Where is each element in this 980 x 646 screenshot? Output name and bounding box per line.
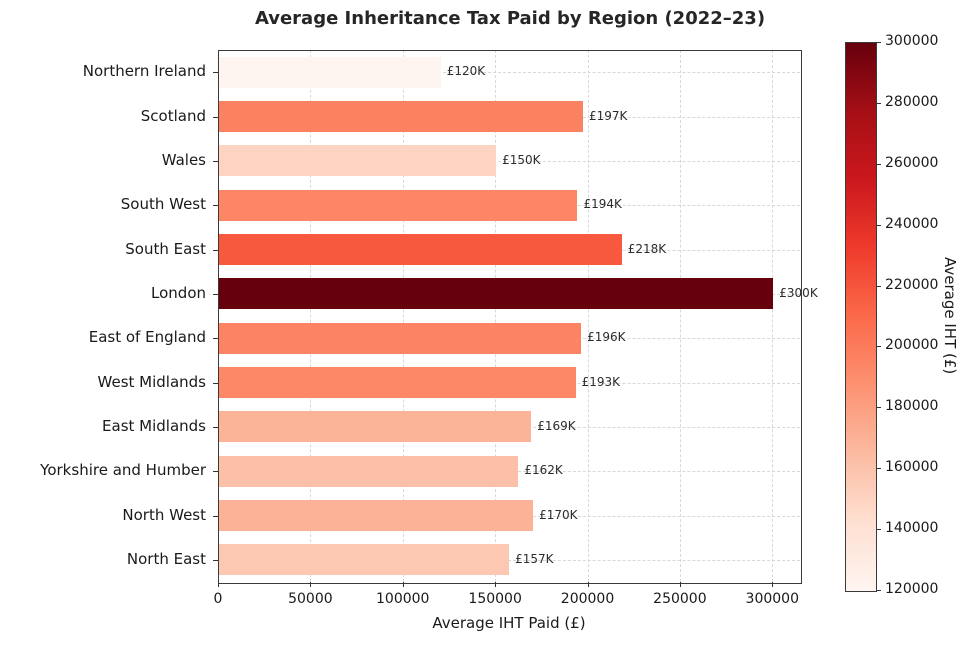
colorbar-tick-mark: [876, 224, 881, 226]
y-tick-mark: [213, 471, 218, 473]
colorbar: [845, 42, 877, 592]
gridline-horizontal: [219, 559, 800, 561]
bar: [219, 411, 532, 443]
y-tick-mark: [213, 160, 218, 162]
gridline-vertical: [310, 50, 312, 582]
bar-value-label: £196K: [587, 330, 626, 345]
x-tick-label: 300000: [745, 591, 799, 607]
y-tick-label: London: [151, 283, 206, 302]
y-tick-label: North East: [126, 549, 206, 568]
y-tick-mark: [213, 293, 218, 295]
bar-value-label: £170K: [539, 507, 578, 522]
colorbar-tick-mark: [876, 285, 881, 287]
x-axis-label: Average IHT Paid (£): [432, 614, 586, 632]
y-tick-mark: [213, 426, 218, 428]
colorbar-tick-label: 280000: [885, 93, 939, 110]
colorbar-tick-mark: [876, 468, 881, 470]
y-tick-label: Yorkshire and Humber: [40, 461, 206, 480]
bar-value-label: £120K: [446, 64, 486, 79]
gridline-horizontal: [219, 160, 800, 162]
colorbar-tick-mark: [876, 407, 881, 409]
bar-value-label: £197K: [588, 108, 628, 123]
y-tick-mark: [213, 338, 218, 340]
colorbar-tick-mark: [876, 42, 881, 43]
x-tick-mark: [495, 582, 497, 587]
gridline-vertical: [495, 50, 497, 582]
colorbar-tick-label: 260000: [885, 154, 939, 171]
bar: [219, 145, 497, 177]
bar-value-label: £162K: [524, 463, 563, 478]
colorbar-tick-mark: [876, 529, 881, 531]
bar-value-label: £193K: [581, 374, 620, 389]
colorbar-tick-mark: [876, 102, 881, 104]
colorbar-tick-label: 300000: [885, 33, 939, 49]
y-tick-label: Northern Ireland: [82, 62, 206, 81]
bar: [219, 322, 582, 354]
bar: [219, 500, 534, 531]
x-tick-mark: [587, 582, 589, 587]
y-tick-mark: [213, 559, 218, 561]
y-tick-label: North West: [122, 505, 206, 524]
bar-value-label: £169K: [537, 418, 576, 433]
gridline-vertical: [679, 50, 681, 582]
colorbar-tick-label: 240000: [885, 215, 939, 232]
gridline-horizontal: [219, 72, 800, 74]
gridline-vertical: [587, 50, 589, 582]
bar: [219, 56, 441, 88]
x-tick-mark: [218, 582, 219, 587]
bar-value-label: £194K: [583, 197, 622, 212]
gridline-vertical: [402, 50, 404, 582]
bar: [219, 278, 774, 310]
y-tick-mark: [213, 72, 218, 74]
x-tick-label: 0: [213, 591, 223, 607]
x-tick-label: 250000: [653, 591, 707, 607]
colorbar-tick-mark: [876, 163, 881, 165]
x-tick-label: 150000: [468, 591, 522, 607]
colorbar-label-wrap: Average IHT (£): [938, 42, 962, 590]
bar-value-label: £300K: [779, 285, 818, 300]
gridline-vertical: [772, 50, 774, 582]
bar-value-label: £157K: [515, 551, 554, 566]
colorbar-tick-label: 220000: [885, 276, 939, 293]
colorbar-tick-label: 140000: [885, 520, 939, 537]
colorbar-tick-label: 120000: [885, 581, 939, 597]
bar-value-label: £218K: [627, 241, 667, 256]
x-tick-label: 50000: [288, 591, 333, 607]
bar: [219, 367, 576, 398]
x-tick-label: 100000: [376, 591, 430, 607]
colorbar-label: Average IHT (£): [941, 257, 959, 375]
bar: [219, 544, 510, 576]
y-tick-mark: [213, 382, 218, 384]
x-tick-mark: [679, 582, 681, 587]
colorbar-tick-mark: [876, 346, 881, 348]
bar: [219, 455, 519, 487]
colorbar-tick-label: 180000: [885, 398, 939, 415]
y-tick-mark: [213, 205, 218, 207]
y-tick-mark: [213, 249, 218, 251]
x-tick-mark: [402, 582, 404, 587]
y-tick-mark: [213, 116, 218, 118]
y-tick-label: South West: [120, 195, 206, 214]
y-tick-label: South East: [125, 239, 206, 258]
bar-value-label: £150K: [502, 152, 541, 167]
bar: [219, 234, 622, 265]
y-tick-label: East Midlands: [102, 416, 206, 435]
x-tick-mark: [772, 582, 774, 587]
y-tick-label: East of England: [88, 328, 206, 347]
y-tick-label: Scotland: [140, 106, 206, 125]
y-tick-mark: [213, 515, 218, 517]
bar: [219, 101, 583, 132]
x-tick-label: 200000: [560, 591, 615, 607]
colorbar-tick-label: 160000: [885, 459, 939, 476]
chart-title: Average Inheritance Tax Paid by Region (…: [254, 8, 766, 29]
colorbar-tick-label: 200000: [885, 337, 939, 354]
x-tick-mark: [310, 582, 312, 587]
y-tick-label: West Midlands: [97, 372, 206, 391]
colorbar-tick-mark: [876, 590, 881, 591]
y-tick-label: Wales: [161, 150, 206, 169]
bar: [219, 189, 578, 221]
